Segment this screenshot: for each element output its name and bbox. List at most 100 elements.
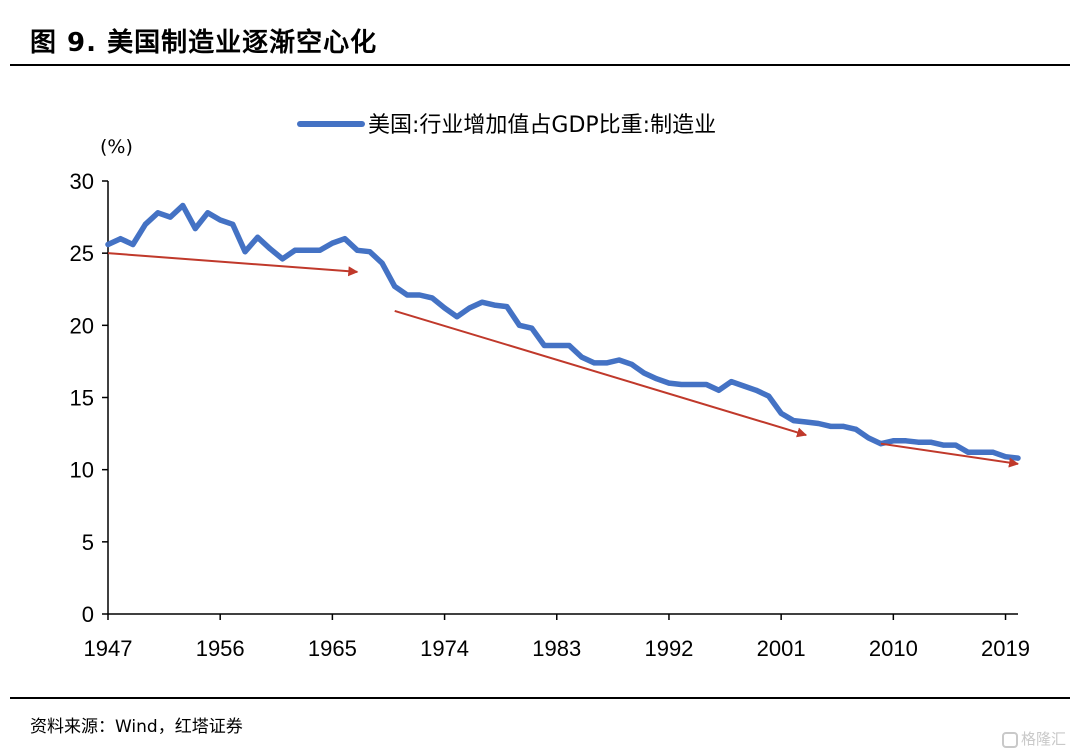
legend: 美国:行业增加值占GDP比重:制造业: [297, 113, 716, 138]
watermark-logo-icon: [1001, 731, 1018, 748]
data-point: [205, 210, 211, 216]
trend-arrow: [880, 442, 1019, 468]
data-point: [167, 214, 173, 220]
series-layer: [105, 202, 1021, 461]
data-point: [280, 256, 285, 262]
data-point: [142, 221, 148, 227]
data-point: [816, 421, 821, 426]
data-point: [716, 387, 722, 393]
y-axis-ticks: 0 5 10 15 20 25 30: [70, 169, 108, 627]
data-point: [305, 247, 310, 253]
y-tick-label: 5: [82, 530, 94, 555]
data-point: [691, 382, 697, 387]
data-point: [329, 240, 335, 246]
watermark: 格隆汇: [1001, 728, 1066, 749]
data-point: [641, 370, 647, 376]
x-tick-label: 1956: [196, 636, 245, 661]
y-tick-label: 15: [70, 386, 94, 411]
data-point: [915, 439, 921, 445]
y-tick-label: 30: [70, 169, 94, 194]
data-point: [604, 360, 610, 366]
data-point: [367, 249, 373, 255]
figure-title: 图 9. 美国制造业逐渐空心化: [30, 28, 378, 58]
data-point: [180, 203, 186, 208]
data-point: [454, 314, 460, 320]
data-point: [541, 343, 547, 348]
data-point: [629, 361, 635, 367]
legend-label: 美国:行业增加值占GDP比重:制造业: [368, 113, 716, 138]
data-point: [678, 382, 684, 387]
data-point: [579, 354, 585, 360]
data-point: [105, 242, 111, 247]
y-axis-unit-label: (%): [100, 136, 133, 158]
watermark-text: 格隆汇: [1020, 730, 1066, 748]
x-tick-label: 1965: [308, 636, 357, 661]
trend-arrows: [107, 252, 1019, 468]
y-tick-label: 20: [70, 313, 94, 338]
x-tick-label: 2010: [869, 636, 918, 661]
data-point: [417, 292, 423, 298]
data-point: [255, 234, 261, 240]
data-point: [479, 299, 485, 305]
data-point: [516, 322, 522, 328]
data-point: [130, 242, 136, 247]
data-point: [978, 449, 984, 455]
x-tick-label: 2001: [757, 636, 806, 661]
data-point: [491, 302, 497, 308]
data-point: [591, 360, 597, 366]
x-tick-label: 1983: [532, 636, 581, 661]
data-point: [928, 439, 934, 445]
data-point: [791, 418, 797, 424]
data-point: [616, 357, 622, 363]
y-tick-label: 10: [70, 458, 94, 483]
data-point: [753, 387, 759, 393]
data-point: [703, 382, 709, 387]
data-point: [392, 283, 398, 289]
data-point: [828, 423, 834, 429]
data-point: [504, 304, 510, 310]
y-tick-label: 0: [82, 602, 94, 627]
data-point: [566, 343, 572, 348]
top-rule: [10, 64, 1070, 66]
x-tick-label: 1974: [420, 636, 469, 661]
data-point: [953, 442, 959, 448]
data-point: [853, 426, 859, 432]
source-note: 资料来源：Wind，红塔证券: [30, 717, 243, 737]
data-point: [429, 295, 435, 301]
data-point: [940, 442, 946, 448]
data-point: [118, 236, 123, 242]
series-line: [105, 202, 1021, 461]
data-point: [654, 376, 659, 382]
data-point: [442, 305, 448, 311]
data-point: [865, 435, 871, 441]
data-point: [155, 210, 161, 216]
data-point: [404, 292, 410, 298]
data-point: [554, 343, 560, 348]
data-point: [467, 305, 472, 311]
data-point: [803, 419, 809, 425]
line-chart: 美国:行业增加值占GDP比重:制造业 (%) 0 5 10 15 20 25 30 1947…: [70, 113, 1030, 661]
data-point: [267, 246, 273, 252]
data-point: [778, 410, 784, 416]
data-point: [192, 226, 198, 232]
data-point: [242, 249, 248, 255]
data-point: [741, 383, 747, 389]
trend-arrow: [107, 252, 359, 277]
data-point: [1003, 454, 1008, 460]
data-point: [766, 393, 772, 399]
bottom-rule: [10, 697, 1070, 699]
data-point: [292, 247, 298, 253]
x-tick-label: 1947: [84, 636, 133, 661]
data-point: [990, 449, 996, 455]
data-point: [529, 325, 535, 331]
data-point: [903, 438, 909, 444]
data-point: [841, 423, 846, 429]
data-point: [379, 260, 385, 266]
data-point: [230, 221, 236, 227]
data-point: [317, 247, 323, 253]
data-point: [342, 236, 348, 242]
trend-arrow: [394, 309, 808, 438]
x-axis-ticks: 1947 1956 1965 1974 1983 1992 2001 2010 2019: [84, 614, 1030, 661]
data-point: [965, 449, 971, 455]
data-point: [728, 379, 734, 385]
